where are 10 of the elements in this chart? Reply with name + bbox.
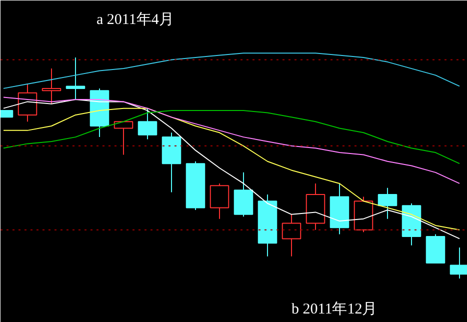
candlestick [114,121,134,156]
candlestick [282,214,302,257]
candlestick [138,108,158,140]
text: b 2011年12月 [292,300,378,318]
text: a 2011年4月 [96,10,174,28]
candlestick [378,187,398,220]
candlestick [66,57,86,100]
candlestick [210,182,230,220]
candlestick [42,68,62,104]
candlestick [18,84,38,122]
